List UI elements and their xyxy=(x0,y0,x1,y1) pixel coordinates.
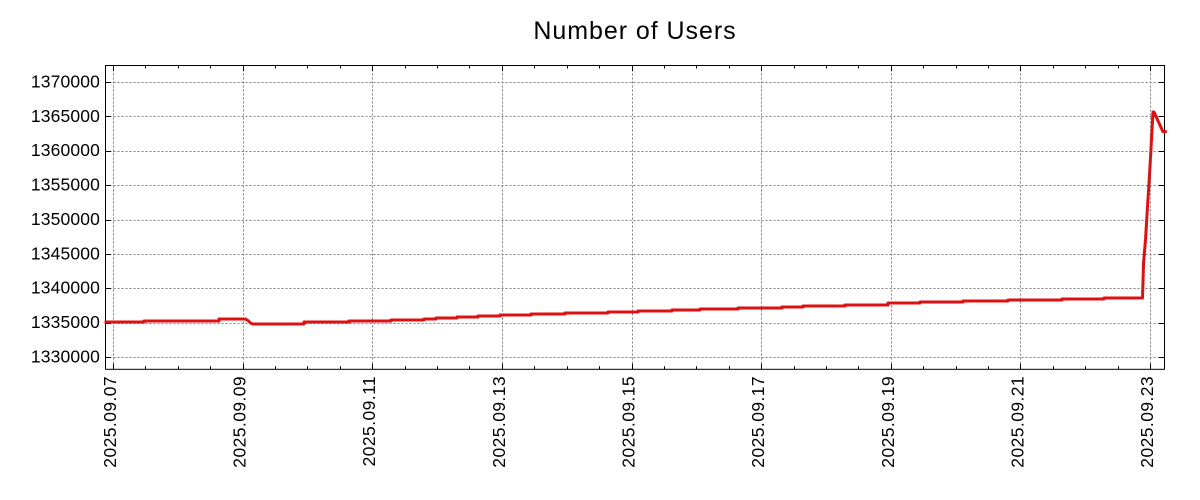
svg-text:1345000: 1345000 xyxy=(31,243,100,263)
svg-text:1370000: 1370000 xyxy=(31,71,100,91)
svg-text:2025.09.17: 2025.09.17 xyxy=(748,376,768,468)
svg-text:2025.09.15: 2025.09.15 xyxy=(619,376,639,468)
svg-text:1360000: 1360000 xyxy=(31,140,100,160)
svg-text:1355000: 1355000 xyxy=(31,175,100,195)
svg-text:2025.09.19: 2025.09.19 xyxy=(878,376,898,468)
svg-text:Number of Users: Number of Users xyxy=(533,17,736,45)
svg-text:2025.09.11: 2025.09.11 xyxy=(359,376,379,467)
svg-text:2025.09.21: 2025.09.21 xyxy=(1007,376,1027,468)
svg-text:1365000: 1365000 xyxy=(31,106,100,126)
svg-text:2025.09.07: 2025.09.07 xyxy=(100,376,120,468)
svg-text:1350000: 1350000 xyxy=(31,209,100,229)
svg-text:1330000: 1330000 xyxy=(31,346,100,366)
svg-text:2025.09.13: 2025.09.13 xyxy=(489,376,509,468)
svg-text:1335000: 1335000 xyxy=(31,312,100,332)
svg-text:2025.09.23: 2025.09.23 xyxy=(1137,376,1157,468)
svg-text:1340000: 1340000 xyxy=(31,278,100,298)
svg-text:2025.09.09: 2025.09.09 xyxy=(230,376,250,468)
